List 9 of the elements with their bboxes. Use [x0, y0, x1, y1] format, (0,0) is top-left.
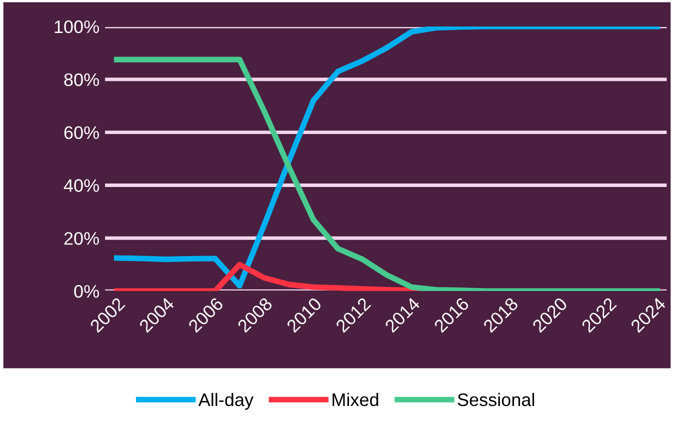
y-tick-label: 100%	[54, 20, 99, 34]
legend-label: Mixed	[332, 392, 378, 406]
y-tick-label: 40%	[64, 179, 99, 192]
y-tick-label: 60%	[64, 126, 99, 140]
y-tick-label: 80%	[64, 73, 99, 86]
y-tick-label: 20%	[64, 232, 99, 245]
y-tick-label: 0%	[74, 284, 99, 298]
legend-label: All-day	[198, 392, 254, 410]
legend-label: Sessional	[458, 392, 534, 406]
